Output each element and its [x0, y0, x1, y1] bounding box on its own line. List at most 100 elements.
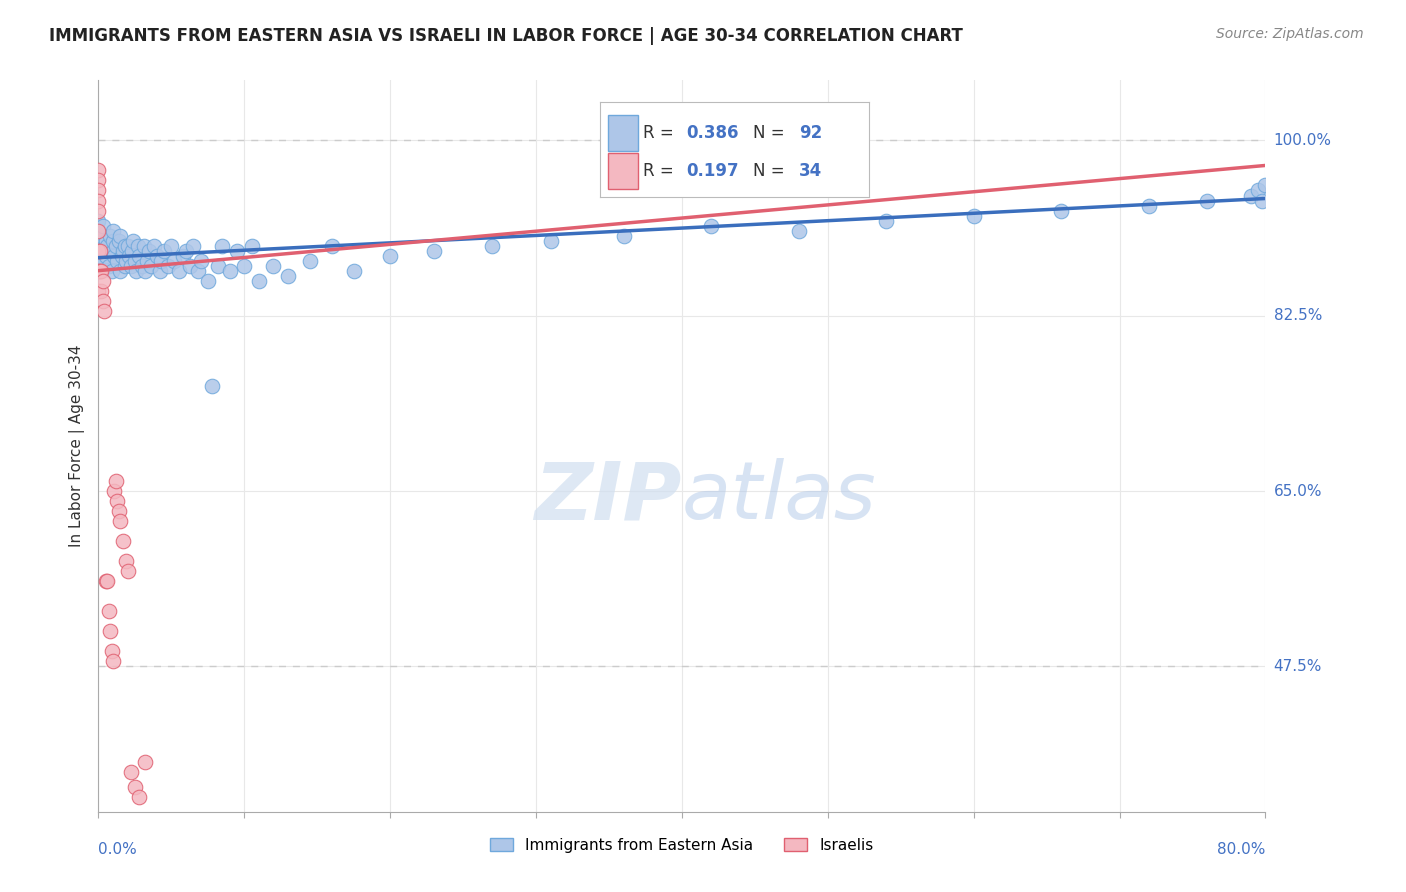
Point	[103, 484, 125, 499]
Point	[167, 263, 190, 277]
Point	[98, 228, 121, 243]
Text: 47.5%: 47.5%	[1274, 659, 1322, 674]
Point	[1050, 203, 1073, 218]
Point	[96, 574, 118, 589]
Point	[117, 238, 139, 252]
Point	[87, 253, 110, 268]
Point	[380, 249, 402, 263]
Point	[98, 624, 121, 639]
Bar	[609, 153, 638, 189]
Point	[87, 194, 110, 208]
Point	[94, 234, 117, 248]
Point	[87, 263, 110, 277]
Text: IMMIGRANTS FROM EASTERN ASIA VS ISRAELI IN LABOR FORCE | AGE 30-34 CORRELATION C: IMMIGRANTS FROM EASTERN ASIA VS ISRAELI …	[49, 27, 963, 45]
Text: R =: R =	[643, 124, 679, 142]
Point	[115, 554, 138, 568]
Point	[87, 163, 110, 178]
Text: atlas: atlas	[682, 458, 877, 536]
Point	[89, 263, 111, 277]
Text: ZIP: ZIP	[534, 458, 682, 536]
Point	[121, 244, 143, 258]
Text: 0.386: 0.386	[686, 124, 738, 142]
Point	[90, 228, 112, 243]
Point	[96, 238, 118, 252]
Text: N =: N =	[754, 161, 790, 179]
Point	[87, 263, 110, 277]
Point	[1195, 194, 1218, 208]
Point	[101, 244, 124, 258]
Point	[117, 564, 139, 578]
Point	[93, 303, 115, 318]
Point	[110, 514, 132, 528]
Text: 92: 92	[799, 124, 823, 142]
Point	[197, 274, 219, 288]
Point	[179, 259, 201, 273]
Point	[153, 244, 176, 258]
Point	[100, 263, 122, 277]
Point	[163, 253, 186, 268]
Point	[103, 249, 125, 263]
Point	[207, 259, 229, 273]
Text: 80.0%: 80.0%	[1218, 842, 1265, 857]
Point	[110, 228, 132, 243]
Point	[120, 259, 142, 273]
Text: 0.197: 0.197	[686, 161, 738, 179]
Bar	[609, 114, 638, 151]
Point	[97, 259, 120, 273]
Text: 65.0%: 65.0%	[1274, 483, 1322, 499]
Point	[101, 234, 124, 248]
Point	[114, 259, 136, 273]
Point	[108, 234, 131, 248]
Point	[112, 534, 135, 549]
Point	[160, 238, 183, 252]
Point	[91, 274, 114, 288]
Point	[111, 249, 134, 263]
Point	[87, 203, 110, 218]
Point	[540, 234, 562, 248]
Point	[134, 755, 156, 769]
Point	[114, 238, 136, 252]
Point	[139, 259, 162, 273]
Point	[481, 238, 503, 252]
Point	[174, 244, 197, 258]
Point	[101, 223, 124, 237]
Y-axis label: In Labor Force | Age 30-34: In Labor Force | Age 30-34	[69, 344, 84, 548]
Point	[787, 223, 810, 237]
Point	[87, 223, 110, 237]
Point	[125, 263, 148, 277]
Point	[1254, 178, 1277, 193]
Point	[132, 238, 155, 252]
Point	[90, 263, 112, 277]
Point	[1137, 198, 1160, 212]
Point	[612, 228, 634, 243]
Point	[146, 249, 169, 263]
Point	[149, 263, 172, 277]
Point	[104, 474, 127, 488]
Point	[423, 244, 446, 258]
Point	[262, 259, 284, 273]
Point	[120, 764, 142, 779]
Point	[233, 259, 256, 273]
Point	[181, 238, 204, 252]
Point	[134, 263, 156, 277]
Point	[127, 238, 149, 252]
Point	[247, 274, 270, 288]
Point	[157, 259, 180, 273]
Point	[187, 263, 209, 277]
Point	[87, 213, 110, 227]
Point	[218, 263, 240, 277]
Text: 82.5%: 82.5%	[1274, 309, 1322, 323]
Point	[1251, 194, 1274, 208]
Point	[128, 789, 150, 804]
Point	[94, 574, 117, 589]
Point	[108, 504, 131, 518]
Point	[150, 253, 173, 268]
Point	[87, 244, 110, 258]
Point	[226, 244, 249, 258]
Point	[112, 244, 135, 258]
Point	[172, 249, 194, 263]
Point	[962, 209, 984, 223]
Point	[87, 284, 110, 298]
Point	[101, 655, 124, 669]
Point	[875, 213, 897, 227]
